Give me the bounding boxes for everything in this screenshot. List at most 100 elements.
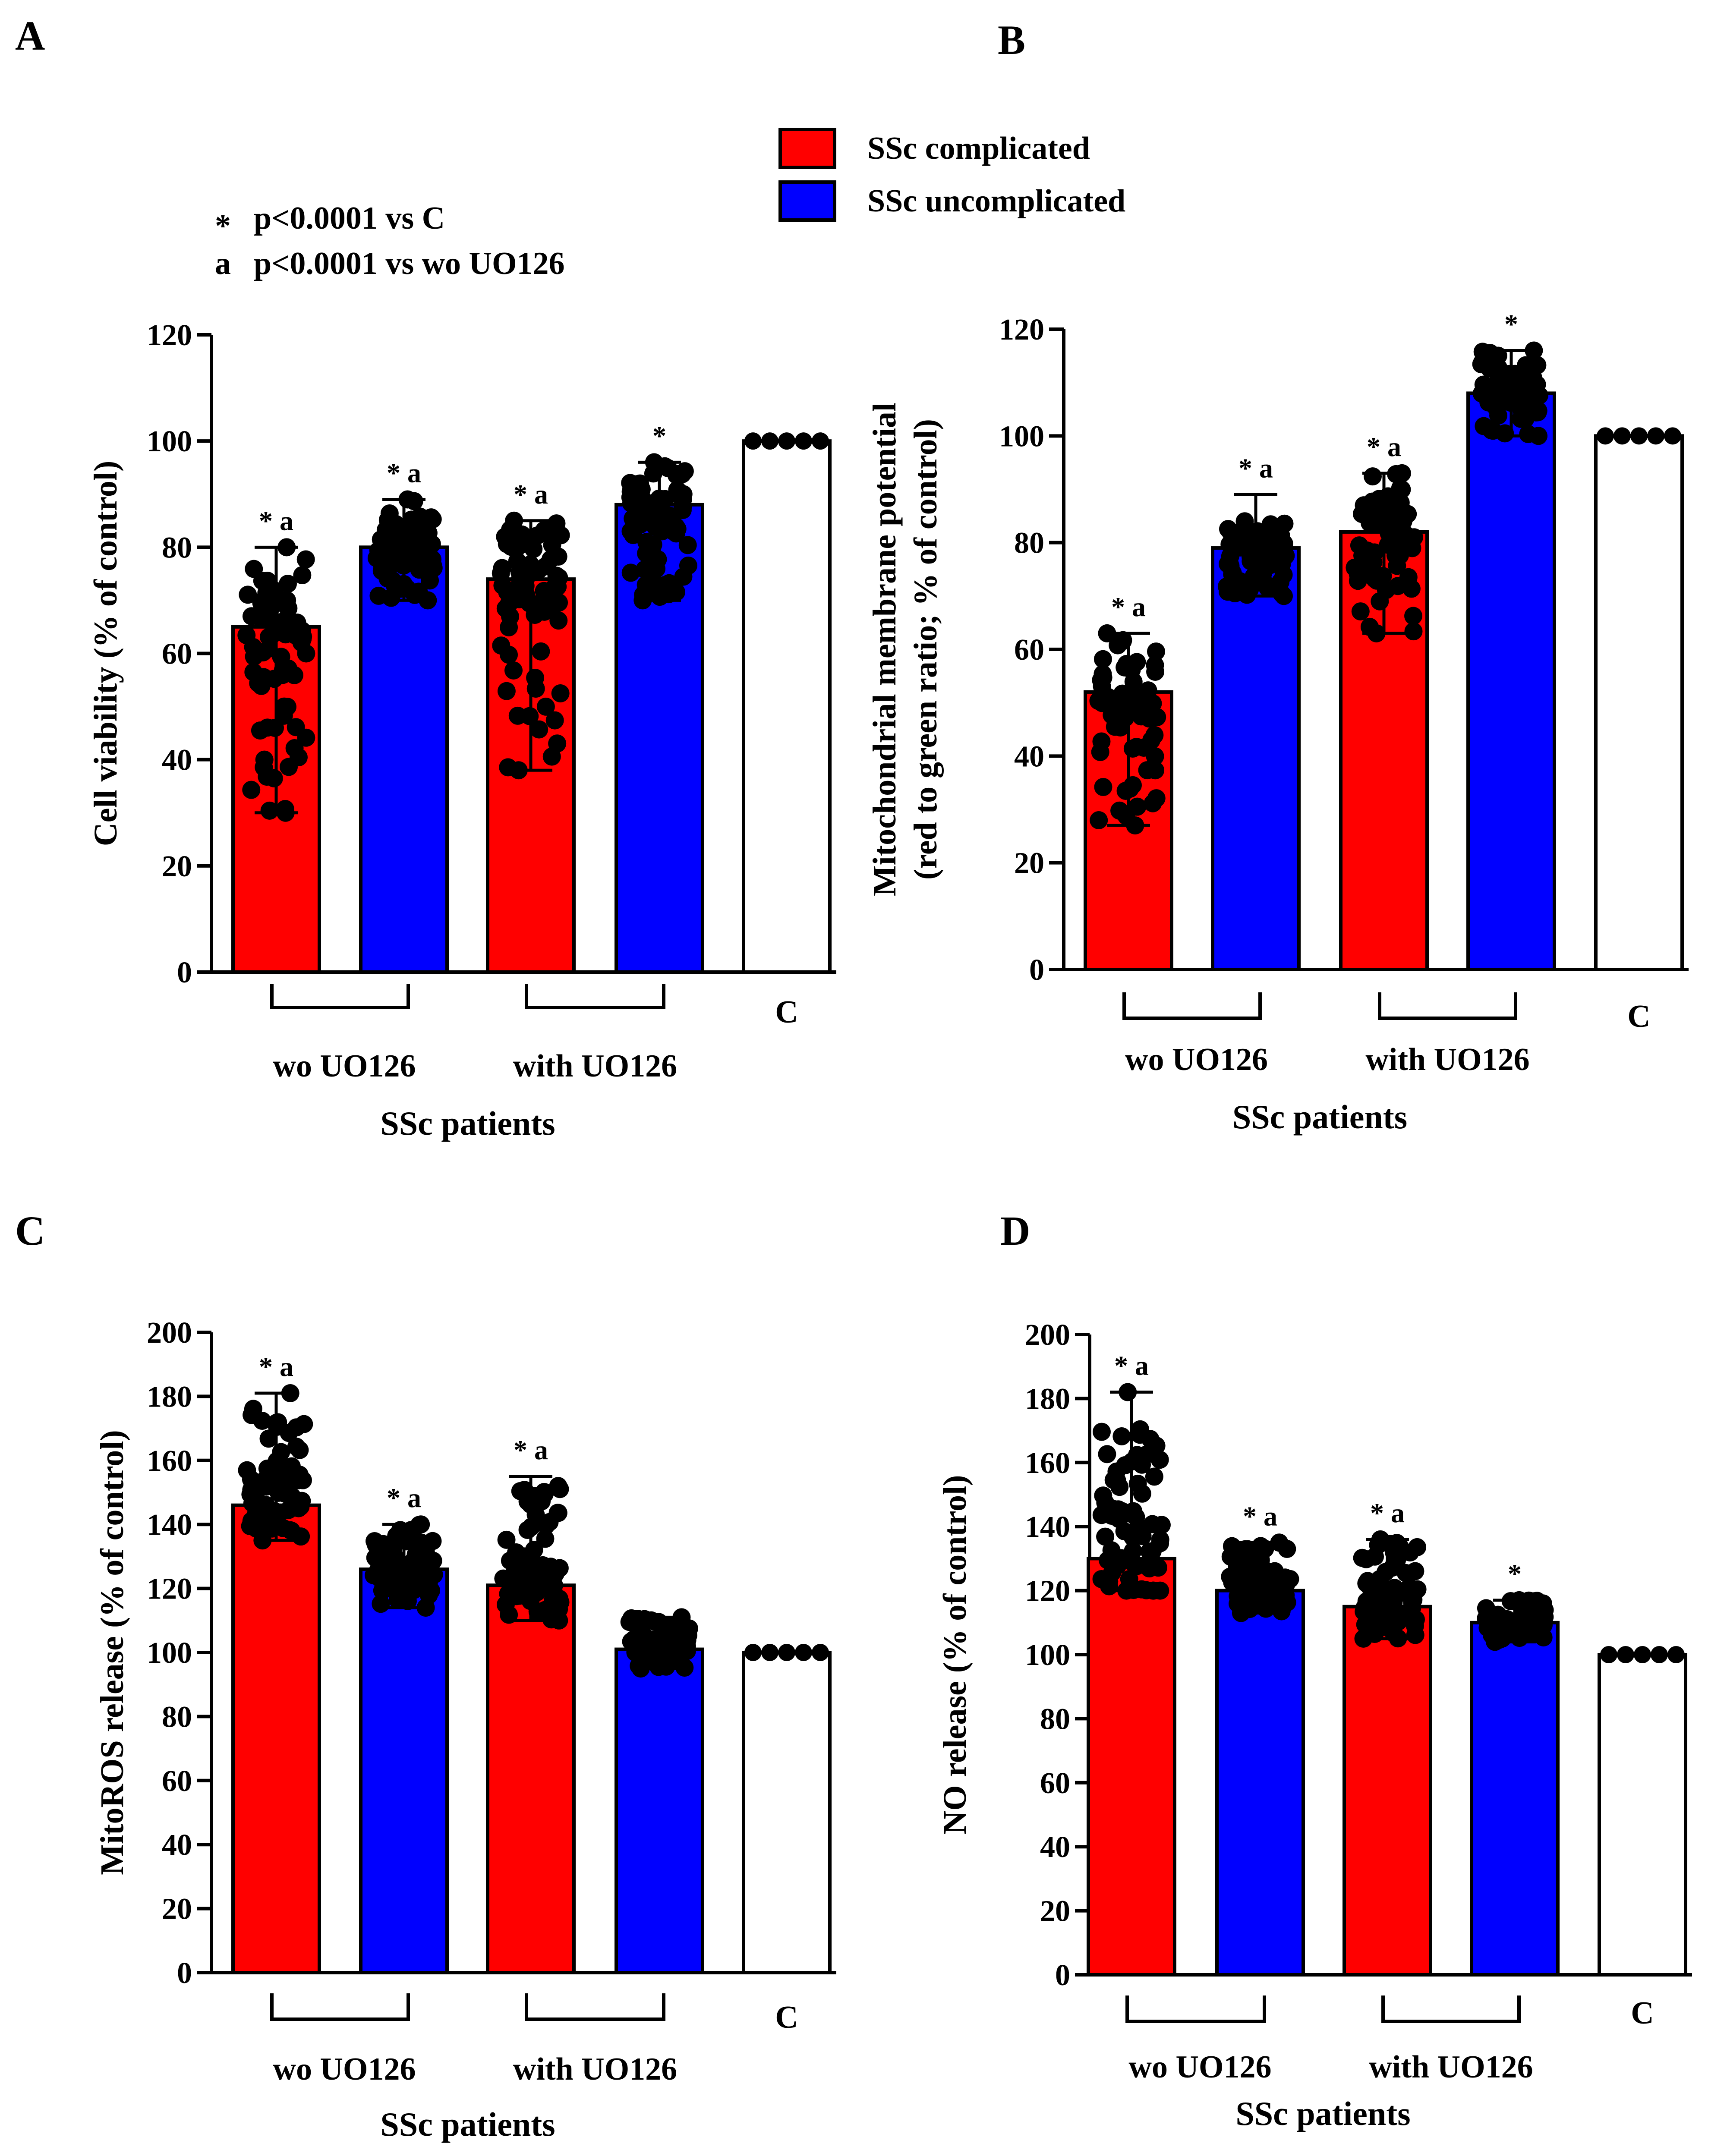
group-label: with UO126: [1365, 1042, 1529, 1077]
control-point: [761, 1644, 778, 1661]
data-point: [1387, 465, 1406, 483]
data-point: [545, 711, 564, 730]
group-bracket: [525, 1993, 665, 2021]
data-point: [1522, 1624, 1541, 1643]
control-point: [1664, 427, 1681, 445]
data-point: [1352, 505, 1371, 523]
data-point: [274, 706, 293, 725]
panel-letter-b: B: [998, 17, 1025, 63]
control-point: [744, 1644, 762, 1661]
group-bracket: [270, 984, 410, 1009]
data-point: [260, 801, 279, 820]
data-point: [398, 1592, 417, 1610]
data-point: [1094, 1486, 1112, 1505]
data-point: [1151, 1530, 1169, 1549]
data-point: [1363, 467, 1382, 486]
data-point: [1146, 656, 1164, 674]
control-point: [744, 432, 762, 450]
data-point: [277, 538, 296, 557]
data-point: [526, 1505, 545, 1524]
y-tick-label: 60: [1040, 1767, 1070, 1800]
data-point: [1258, 579, 1277, 597]
y-tick-label: 0: [1055, 1959, 1070, 1992]
data-point: [507, 1567, 525, 1586]
data-point: [549, 548, 567, 566]
bar-control: [742, 1651, 832, 1974]
data-point: [1098, 1445, 1116, 1464]
y-tick-label: 100: [1025, 1639, 1070, 1672]
data-point: [1380, 1535, 1399, 1553]
panel-b: B 0 20 40 60 80 100 120 Mitochondrial membrane p…: [867, 17, 1689, 1136]
data-point: [1360, 617, 1379, 636]
significance-label: *: [1508, 1558, 1522, 1589]
control-point: [1617, 1646, 1634, 1663]
y-tick-label: 0: [1029, 954, 1044, 987]
control-point: [812, 1644, 829, 1661]
y-tick-label: 140: [1025, 1511, 1070, 1544]
significance-label: * a: [514, 1435, 548, 1465]
group-label: wo UO126: [1129, 2049, 1272, 2085]
data-point: [244, 638, 262, 656]
data-point: [1408, 1538, 1427, 1556]
y-tick-label: 120: [147, 1573, 192, 1606]
data-point: [283, 1488, 302, 1506]
data-point: [524, 540, 543, 558]
data-point: [252, 677, 271, 695]
bar-control: [742, 439, 832, 974]
y-axis-title: NO release (% of control): [937, 1475, 973, 1835]
y-tick-label: 100: [147, 425, 192, 458]
note-symbol-2: a: [215, 246, 231, 281]
x-axis-title: SSc patients: [1232, 1098, 1407, 1136]
data-point: [1399, 505, 1417, 523]
data-point: [1475, 417, 1493, 435]
data-point: [1365, 1624, 1384, 1643]
bar-control: [1598, 1653, 1687, 1977]
data-point: [1523, 382, 1542, 401]
data-point: [1138, 761, 1157, 780]
data-point: [412, 1555, 430, 1573]
data-point: [1123, 1528, 1142, 1546]
control-point: [1600, 1646, 1617, 1663]
data-point: [637, 495, 655, 514]
data-point: [1091, 743, 1109, 761]
data-point: [533, 1556, 552, 1574]
data-point: [659, 585, 678, 604]
control-point: [778, 1644, 795, 1661]
data-point: [621, 563, 640, 582]
data-point: [674, 485, 693, 504]
data-point: [1110, 1478, 1129, 1496]
data-point: [285, 739, 304, 758]
y-axis-title-line: (red to green ratio; % of control): [908, 419, 944, 880]
data-point: [535, 1482, 553, 1501]
data-point: [520, 707, 539, 725]
panel-letter-c: C: [15, 1208, 45, 1254]
data-point: [1113, 684, 1131, 703]
data-point: [532, 642, 550, 661]
significance-label: *: [1504, 308, 1518, 339]
data-point: [290, 1441, 309, 1459]
data-point: [1353, 546, 1372, 565]
data-point: [1272, 584, 1291, 603]
data-point: [1227, 524, 1245, 542]
data-point: [1391, 521, 1409, 540]
data-point: [1132, 1580, 1151, 1599]
y-tick-label: 20: [1040, 1895, 1070, 1928]
data-point: [1389, 1612, 1408, 1631]
significance-label: * a: [1243, 1501, 1277, 1531]
data-point: [1223, 565, 1242, 583]
control-label: C: [775, 995, 798, 1030]
bar-control: [1594, 434, 1684, 971]
data-point: [1404, 607, 1423, 625]
panel-d: D 0 20 40 60 80 100 120 140 160 180 200 NO release (…: [937, 1208, 1692, 2132]
data-point: [678, 536, 697, 554]
y-tick-label: 40: [162, 1829, 192, 1862]
data-point: [1128, 1474, 1147, 1493]
data-point: [259, 628, 278, 646]
data-point: [258, 1473, 277, 1491]
data-point: [1144, 708, 1163, 727]
data-point: [264, 1514, 282, 1533]
data-point: [244, 1400, 262, 1418]
data-point: [369, 541, 388, 560]
data-point: [1383, 1558, 1402, 1577]
